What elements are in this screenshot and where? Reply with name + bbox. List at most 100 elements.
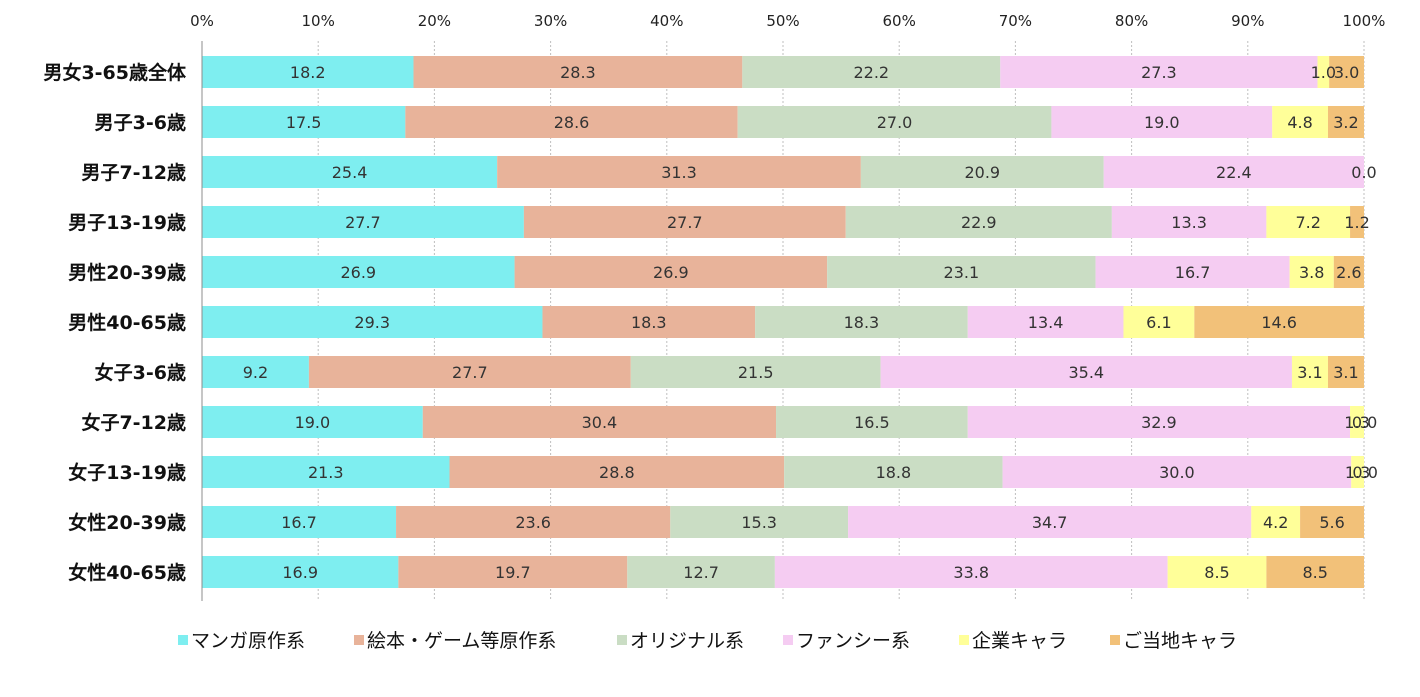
x-tick-label: 90% [1231, 12, 1264, 30]
labels-layer: 18.2 28.3 22.2 27.3 1.03.0 17.5 28.6 27.0 19.0 4.… [243, 63, 1378, 582]
category-label: 男女3-65歳全体 [43, 61, 187, 84]
bar-segment [514, 256, 828, 288]
data-label: 30.4 [582, 413, 618, 432]
category-label: 男子13-19歳 [68, 212, 186, 234]
data-label: 17.5 [286, 113, 322, 132]
data-label: 28.6 [554, 113, 590, 132]
legend-swatch [783, 635, 793, 645]
data-label: 13.3 [1171, 213, 1207, 232]
data-label: 22.2 [853, 63, 889, 82]
bar-segment [860, 156, 1104, 188]
data-label: 5.6 [1319, 513, 1344, 532]
bar-segment [202, 406, 423, 438]
bar-segment [398, 556, 628, 588]
bar-segment [776, 406, 968, 438]
category-label: 男性20-39歳 [68, 261, 186, 284]
bar-segment [422, 406, 777, 438]
data-label: 14.6 [1261, 313, 1297, 332]
x-tick-label: 60% [883, 12, 916, 30]
bar-segment [202, 256, 515, 288]
bar-segment [396, 506, 671, 538]
legend-label: オリジナル系 [630, 630, 744, 652]
data-label: 23.1 [944, 263, 980, 282]
bar-segment [202, 356, 309, 388]
bar-segment [1167, 556, 1267, 588]
x-tick-label: 80% [1115, 12, 1148, 30]
data-label: 18.3 [844, 313, 880, 332]
legend-label: マンガ原作系 [191, 630, 305, 652]
bar-segment [1266, 206, 1351, 238]
bar-segment [827, 256, 1096, 288]
x-tick-label: 50% [766, 12, 799, 30]
legend-swatch [617, 635, 627, 645]
data-label: 16.7 [281, 513, 317, 532]
bar-segment [1350, 406, 1364, 438]
data-label: 30.0 [1159, 463, 1195, 482]
category-label: 女子13-19歳 [68, 461, 186, 484]
data-label: 3.1 [1333, 363, 1358, 382]
legend-label: ご当地キャラ [1123, 630, 1237, 652]
bar-segment [1123, 306, 1195, 338]
data-label: 22.4 [1216, 163, 1252, 182]
bar-segment [630, 356, 881, 388]
bar-segment [967, 406, 1351, 438]
data-label: 32.9 [1141, 413, 1177, 432]
bar-segment [1251, 506, 1301, 538]
category-label: 女性20-39歳 [68, 511, 186, 534]
bar-segment [1327, 356, 1364, 388]
category-label: 男性40-65歳 [68, 311, 186, 334]
legend-swatch [959, 635, 969, 645]
data-label: 22.9 [961, 213, 997, 232]
data-label: 28.3 [560, 63, 596, 82]
bar-segment [202, 206, 524, 238]
data-label: 1.3 [1344, 413, 1369, 432]
category-label: 男子7-12歳 [81, 162, 186, 184]
bar-segment [202, 106, 406, 138]
legend-swatch [178, 635, 188, 645]
bar-segment [755, 306, 968, 338]
category-label: 女性40-65歳 [68, 561, 186, 584]
data-label: 15.3 [741, 513, 777, 532]
bar-segment [627, 556, 775, 588]
data-label: 25.4 [332, 163, 368, 182]
data-label: 16.9 [282, 563, 318, 582]
bar-segment [202, 306, 543, 338]
data-label: 19.0 [295, 413, 331, 432]
data-label: 28.8 [599, 463, 635, 482]
bar-segment [202, 456, 450, 488]
category-label: 男子3-6歳 [95, 112, 186, 134]
bar-segment [1272, 106, 1328, 138]
data-label: 6.1 [1146, 313, 1171, 332]
bar-segment [774, 556, 1168, 588]
data-label: 35.4 [1068, 363, 1104, 382]
category-label: 女子7-12歳 [81, 411, 186, 434]
data-label: 4.2 [1263, 513, 1288, 532]
bar-segment [784, 456, 1003, 488]
data-label: 27.7 [667, 213, 703, 232]
data-label: 0.0 [1352, 413, 1377, 432]
data-label: 1.3 [1345, 463, 1370, 482]
bar-segment [1103, 156, 1364, 188]
x-tick-label: 0% [190, 12, 214, 30]
category-label: 女子3-6歳 [95, 361, 186, 384]
legend-label: 絵本・ゲーム等原作系 [367, 630, 556, 652]
x-tick-label: 100% [1343, 12, 1386, 30]
bar-segment [967, 306, 1124, 338]
bar-segment [737, 106, 1052, 138]
bar-segment [202, 506, 397, 538]
bar-segment [1350, 206, 1364, 238]
bar-segment [1095, 256, 1290, 288]
bar-segment [497, 156, 861, 188]
data-label: 18.8 [876, 463, 912, 482]
bar-segment [202, 56, 414, 88]
data-label: 13.4 [1028, 313, 1064, 332]
bar-segment [848, 506, 1252, 538]
bar-segment [1333, 256, 1364, 288]
data-label: 3.8 [1299, 263, 1324, 282]
bar-segment [542, 306, 756, 338]
data-label: 23.6 [515, 513, 551, 532]
bar-segment [413, 56, 743, 88]
data-label: 18.2 [290, 63, 326, 82]
data-label: 0.0 [1351, 163, 1376, 182]
